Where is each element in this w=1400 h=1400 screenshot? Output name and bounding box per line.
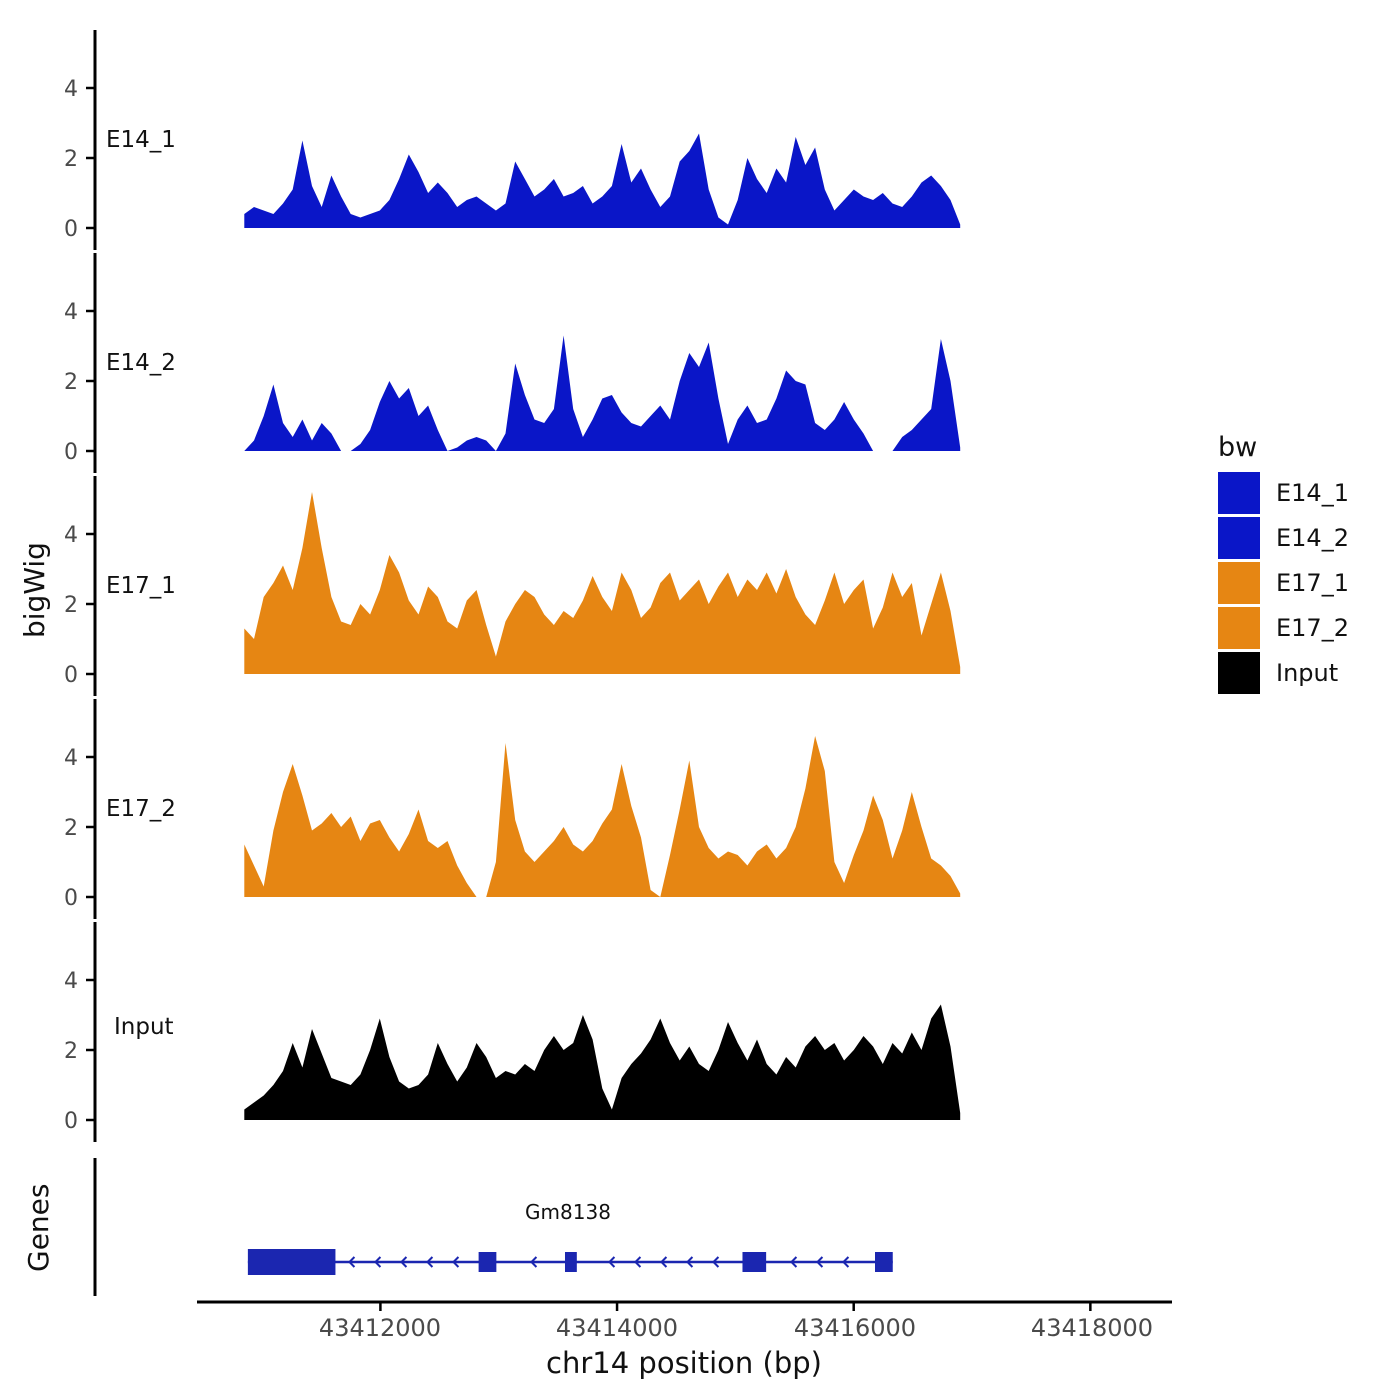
y-tick-label: 4 <box>64 523 78 548</box>
coverage-area-E14_1 <box>244 133 961 228</box>
y-tick-label: 2 <box>64 1039 78 1064</box>
gene-exon <box>564 1252 577 1272</box>
track-label-input: Input <box>114 1014 174 1040</box>
strand-arrow-left-icon <box>608 1256 616 1268</box>
strand-arrow-left-icon <box>426 1256 434 1268</box>
x-tick-43418000: 43418000 <box>1030 1314 1154 1342</box>
x-tick-43412000: 43412000 <box>318 1314 442 1342</box>
strand-arrow-left-icon <box>634 1256 642 1268</box>
legend-label-e14-1: E14_1 <box>1276 479 1349 507</box>
legend-title: bw <box>1218 432 1258 463</box>
legend-swatch-e17-1-icon <box>1218 562 1260 604</box>
strand-arrow-left-icon <box>452 1256 460 1268</box>
coverage-area-E17_1 <box>244 492 961 674</box>
track-panel-E14_1: 0 2 4 <box>64 30 961 250</box>
legend-swatch-e14-2-icon <box>1218 517 1260 559</box>
x-tick-43414000: 43414000 <box>555 1314 679 1342</box>
y-tick-label: 0 <box>64 1109 78 1134</box>
legend-swatch-e14-1-icon <box>1218 472 1260 514</box>
coverage-area-E17_2 <box>244 736 961 897</box>
y-tick-label: 4 <box>64 77 78 102</box>
y-tick-label: 4 <box>64 969 78 994</box>
genes-panel-title: Genes <box>22 1183 55 1273</box>
genes-panel <box>93 1158 893 1296</box>
strand-arrow-left-icon <box>660 1256 668 1268</box>
y-tick-label: 4 <box>64 300 78 325</box>
strand-arrow-left-icon <box>816 1256 824 1268</box>
y-tick-label: 0 <box>64 663 78 688</box>
track-panel-E17_2: 0 2 4 <box>64 699 961 919</box>
track-panel-Input: 0 2 4 <box>64 922 961 1142</box>
coverage-area-E14_2 <box>244 335 961 451</box>
legend-label-e17-2: E17_2 <box>1276 614 1349 642</box>
track-label-e14-2: E14_2 <box>106 350 176 376</box>
y-tick-label: 2 <box>64 816 78 841</box>
strand-arrow-left-icon <box>712 1256 720 1268</box>
track-panel-E14_2: 0 2 4 <box>64 253 961 473</box>
strand-arrow-left-icon <box>400 1256 408 1268</box>
y-axis-title: bigWig <box>18 542 51 638</box>
strand-arrow-left-icon <box>374 1256 382 1268</box>
x-axis <box>197 1300 1172 1311</box>
track-label-e14-1: E14_1 <box>106 127 176 153</box>
legend-swatch-e17-2-icon <box>1218 607 1260 649</box>
strand-arrow-left-icon <box>348 1256 356 1268</box>
track-panel-E17_1: 0 2 4 <box>64 476 961 696</box>
gene-exon <box>742 1252 767 1272</box>
y-tick-label: 2 <box>64 593 78 618</box>
track-label-e17-2: E17_2 <box>106 796 176 822</box>
strand-arrow-left-icon <box>790 1256 798 1268</box>
strand-arrow-left-icon <box>686 1256 694 1268</box>
strand-arrow-left-icon <box>842 1256 850 1268</box>
x-tick-43416000: 43416000 <box>793 1314 917 1342</box>
gene-name-label: Gm8138 <box>525 1200 611 1224</box>
legend-label-e17-1: E17_1 <box>1276 569 1349 597</box>
x-axis-title: chr14 position (bp) <box>546 1346 822 1380</box>
gene-exon <box>247 1249 336 1275</box>
gene-exon <box>875 1252 893 1272</box>
track-label-e17-1: E17_1 <box>106 573 176 599</box>
y-tick-label: 4 <box>64 746 78 771</box>
y-tick-label: 0 <box>64 886 78 911</box>
y-tick-label: 2 <box>64 370 78 395</box>
legend-swatch-input-icon <box>1218 652 1260 694</box>
legend-label-e14-2: E14_2 <box>1276 524 1349 552</box>
strand-arrow-left-icon <box>530 1256 538 1268</box>
coverage-area-Input <box>244 1004 961 1120</box>
y-tick-label: 0 <box>64 440 78 465</box>
y-tick-label: 2 <box>64 147 78 172</box>
legend-label-input: Input <box>1276 659 1339 687</box>
y-tick-label: 0 <box>64 217 78 242</box>
gene-exon <box>478 1252 497 1272</box>
